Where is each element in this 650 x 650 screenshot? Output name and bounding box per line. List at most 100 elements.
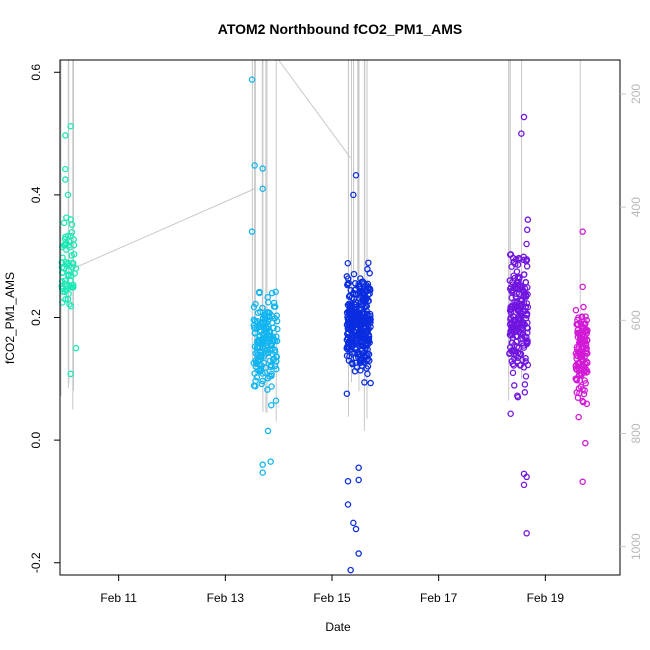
y2-tick-label: 800 [629, 423, 643, 443]
data-point [355, 322, 362, 329]
data-point [259, 469, 266, 476]
data-point [64, 191, 72, 199]
data-point [579, 228, 586, 235]
data-point [268, 372, 275, 380]
data-point [520, 288, 528, 296]
data-point [267, 458, 274, 465]
data-point [507, 410, 514, 418]
data-point [62, 176, 69, 183]
data-point [253, 374, 261, 381]
data-point [72, 344, 80, 352]
data-point [258, 380, 265, 388]
data-point [264, 294, 271, 301]
data-point [252, 377, 259, 385]
data-point [358, 302, 366, 309]
y2-tick-label: 400 [629, 197, 643, 217]
data-point [366, 269, 373, 277]
data-point [61, 288, 69, 296]
data-point [523, 263, 531, 270]
data-point [265, 333, 272, 340]
data-point [352, 525, 360, 533]
data-point [250, 359, 257, 367]
y2-tick-label: 200 [629, 84, 643, 104]
data-point [577, 369, 585, 377]
data-point [273, 337, 281, 345]
data-point [58, 259, 65, 266]
data-point [581, 338, 589, 345]
data-point [274, 325, 281, 333]
data-point [354, 341, 362, 348]
data-point [271, 362, 279, 370]
data-point [576, 350, 583, 357]
data-point [364, 280, 372, 288]
y-axis: -0.2 0.0 0.2 0.4 0.6 [29, 64, 60, 573]
data-point [72, 265, 80, 272]
data-point [582, 345, 590, 352]
data-point [62, 240, 69, 248]
data-point [253, 344, 261, 351]
data-point [350, 191, 357, 199]
data-point [582, 380, 589, 387]
data-point [265, 323, 272, 330]
data-point [520, 271, 528, 278]
data-point [364, 310, 371, 318]
data-point [70, 241, 78, 249]
data-point [574, 316, 581, 324]
data-point [346, 319, 353, 327]
data-point [357, 275, 364, 282]
data-point [355, 318, 363, 326]
data-point [521, 285, 529, 292]
data-point [250, 303, 258, 311]
data-point [355, 476, 362, 484]
data-point [518, 320, 525, 327]
data-point [348, 336, 355, 343]
data-point [344, 477, 352, 485]
y2-tick-label: 1000 [629, 533, 643, 560]
data-point [365, 259, 372, 267]
data-point [523, 530, 530, 537]
data-point [520, 113, 528, 121]
data-point [579, 363, 586, 370]
data-point [516, 274, 523, 281]
data-point [361, 379, 368, 386]
data-point [513, 343, 521, 350]
data-point [524, 329, 531, 336]
data-point [62, 259, 70, 266]
data-point [64, 295, 72, 303]
data-point [255, 357, 262, 364]
data-point [60, 241, 68, 249]
data-point [583, 327, 590, 335]
data-point [367, 379, 374, 387]
data-point [259, 461, 266, 468]
data-point [574, 320, 582, 328]
data-point [352, 172, 360, 179]
data-point [575, 413, 582, 421]
data-point [259, 336, 266, 343]
data-point [250, 316, 258, 323]
data-point [520, 364, 528, 371]
data-point [272, 397, 280, 405]
data-point [64, 232, 72, 240]
data-point [514, 393, 522, 401]
altitude-transit-line [73, 188, 255, 269]
data-point [580, 303, 587, 311]
y-tick-label: 0.0 [29, 431, 43, 448]
data-point [344, 330, 351, 338]
y-tick-label: 0.6 [29, 64, 43, 81]
plot-frame [59, 59, 621, 576]
data-point [524, 337, 531, 345]
data-point [67, 370, 74, 378]
data-point [352, 299, 360, 306]
data-point [272, 288, 279, 296]
data-point [67, 302, 75, 310]
data-point [273, 353, 281, 361]
data-point [523, 226, 531, 234]
data-point [248, 76, 256, 83]
data-point [518, 130, 525, 137]
data-point [364, 350, 371, 357]
data-point [62, 296, 69, 303]
data-point [517, 335, 525, 343]
data-point [248, 228, 256, 235]
data-point [508, 305, 515, 313]
